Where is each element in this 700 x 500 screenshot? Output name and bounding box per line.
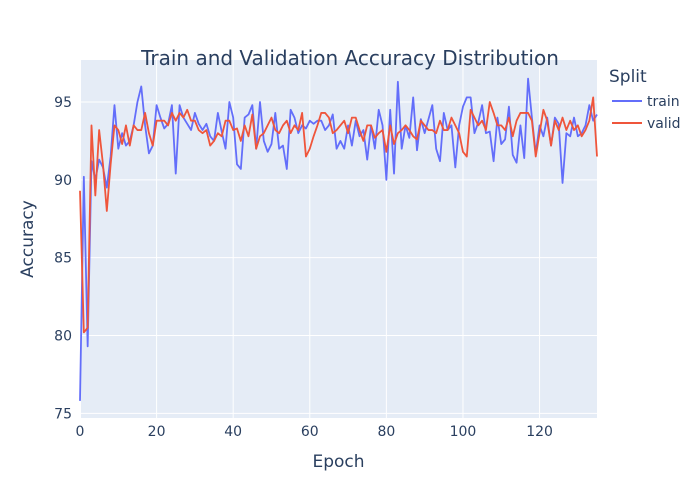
y-tick-label: 90 [54,173,72,189]
x-tick-label: 40 [224,424,242,440]
x-tick-label: 80 [377,424,395,440]
x-tick-label: 20 [148,424,166,440]
x-tick-label: 120 [526,424,553,440]
series-layer [79,77,598,401]
legend-items[interactable]: train valid [612,94,681,132]
y-axis-title: Accuracy [18,200,38,278]
legend-label: valid [647,116,681,132]
legend-item-train[interactable]: train [612,94,680,110]
legend-label: train [647,94,680,110]
legend-title: Split [609,67,647,87]
x-tick-label: 0 [76,424,85,440]
x-tick-label: 100 [450,424,477,440]
x-tick-label: 60 [301,424,319,440]
legend-item-valid[interactable]: valid [612,116,681,132]
chart-title: Train and Validation Accuracy Distributi… [140,46,559,70]
tick-labels: 0 20 40 60 80 100 120 75 80 85 90 95 [54,95,553,440]
x-axis-title: Epoch [312,452,364,472]
y-tick-label: 80 [54,329,72,345]
series-line-valid [79,96,598,334]
y-tick-label: 85 [54,251,72,267]
y-tick-label: 95 [54,95,72,111]
y-tick-label: 75 [54,406,72,422]
legend[interactable]: Split train valid [609,67,681,132]
